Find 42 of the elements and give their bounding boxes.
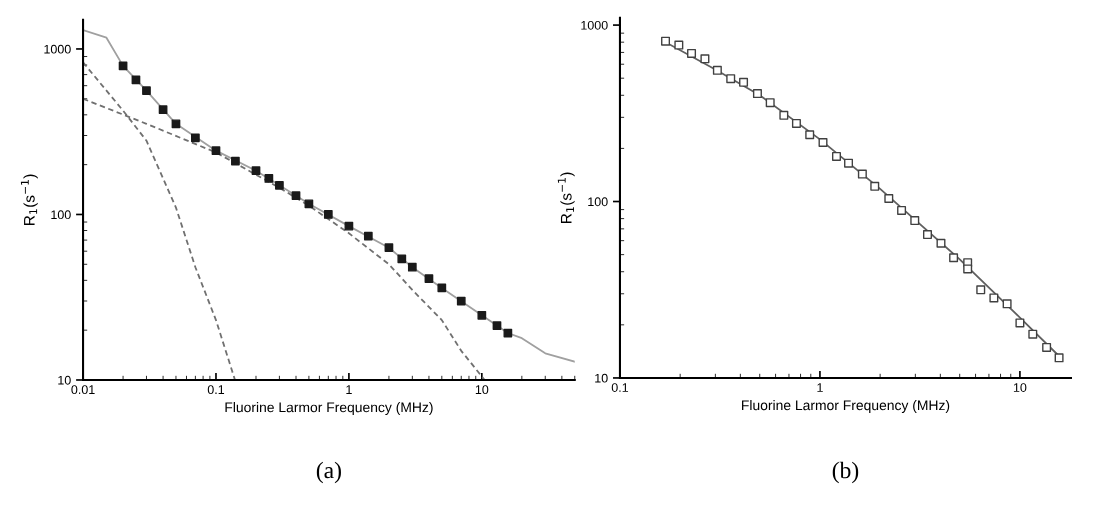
point — [831, 151, 841, 161]
y-tick-label: 10 — [58, 375, 71, 385]
point — [700, 54, 710, 64]
x-axis-title: Fluorine Larmor Frequency (MHz) — [225, 402, 433, 415]
text: (a) — [316, 461, 341, 484]
point — [739, 77, 749, 87]
y-tick-label: 100 — [588, 197, 608, 207]
x-tick-label: 0.1 — [611, 383, 629, 392]
text: (b) — [832, 461, 859, 484]
y-tick-label: 1000 — [44, 44, 71, 54]
x-tick-label: 1 — [346, 385, 352, 394]
point — [857, 169, 867, 179]
y-tick-label: 100 — [51, 210, 71, 220]
point — [791, 118, 801, 128]
y-tick-label: 1000 — [581, 20, 608, 30]
point — [687, 48, 697, 58]
point — [922, 230, 932, 240]
x-tick-label: 0.1 — [207, 385, 225, 395]
x-tick-label: 10 — [475, 385, 489, 395]
point — [779, 110, 789, 120]
point — [897, 205, 907, 215]
point — [870, 181, 880, 191]
point — [765, 98, 775, 108]
point — [818, 138, 828, 148]
point — [949, 253, 959, 263]
x-tick-label: 10 — [1013, 383, 1027, 392]
y-axis-title: R$_{1}$(s$^{−1}$) — [557, 172, 575, 223]
point — [910, 216, 920, 226]
point — [936, 238, 946, 248]
x-tick-label: 1 — [817, 383, 823, 392]
x-tick-label: 0.01 — [71, 385, 95, 395]
y-axis-title: R$_{1}$(s$^{−1}$) — [20, 174, 38, 225]
point — [726, 74, 736, 84]
point — [752, 89, 762, 99]
point — [844, 158, 854, 168]
x-axis-title: Fluorine Larmor Frequency (MHz) — [742, 400, 950, 413]
y-tick-label: 10 — [595, 373, 608, 383]
point — [805, 130, 815, 140]
point — [712, 65, 722, 75]
point — [884, 194, 894, 204]
point — [674, 40, 684, 50]
point — [661, 36, 671, 46]
